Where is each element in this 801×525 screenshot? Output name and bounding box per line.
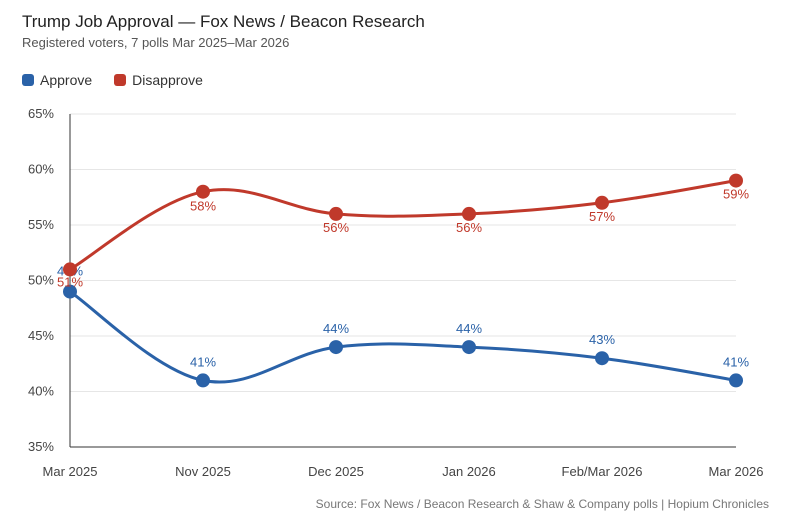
- x-tick-label: Mar 2025: [43, 464, 98, 479]
- legend-swatch-disapprove: [114, 74, 127, 86]
- data-point-approve[interactable]: [63, 284, 77, 299]
- data-point-approve[interactable]: [729, 373, 743, 388]
- data-point-disapprove[interactable]: [63, 262, 77, 277]
- data-point-disapprove[interactable]: [196, 184, 210, 199]
- data-label-disapprove: 56%: [323, 220, 349, 235]
- x-tick-label: Nov 2025: [175, 464, 231, 479]
- data-label-disapprove: 57%: [589, 209, 615, 224]
- data-point-approve[interactable]: [329, 340, 343, 355]
- data-label-approve: 43%: [589, 332, 615, 347]
- legend-swatch-approve: [22, 74, 34, 86]
- y-tick-label: 55%: [28, 217, 54, 232]
- chart-title: Trump Job Approval — Fox News / Beacon R…: [22, 12, 425, 31]
- data-label-disapprove: 56%: [456, 220, 482, 235]
- data-label-disapprove: 51%: [57, 274, 83, 289]
- data-label-approve: 44%: [323, 321, 349, 336]
- x-tick-label: Mar 2026: [709, 464, 764, 479]
- data-label-approve: 44%: [456, 321, 482, 336]
- data-point-approve[interactable]: [595, 351, 609, 366]
- y-tick-label: 35%: [28, 439, 54, 454]
- legend-label-approve: Approve: [40, 72, 93, 88]
- y-tick-label: 60%: [28, 162, 54, 177]
- legend-item-disapprove[interactable]: Disapprove: [114, 72, 203, 88]
- data-point-disapprove[interactable]: [462, 206, 476, 221]
- x-tick-label: Jan 2026: [442, 464, 496, 479]
- data-point-disapprove[interactable]: [329, 206, 343, 221]
- data-label-approve: 41%: [723, 354, 749, 369]
- x-tick-label: Dec 2025: [308, 464, 364, 479]
- data-point-approve[interactable]: [196, 373, 210, 388]
- y-tick-label: 40%: [28, 384, 54, 399]
- source-note: Source: Fox News / Beacon Research & Sha…: [315, 497, 769, 511]
- y-tick-label: 45%: [28, 328, 54, 343]
- data-label-disapprove: 58%: [190, 199, 216, 214]
- data-label-approve: 41%: [190, 354, 216, 369]
- data-point-disapprove[interactable]: [729, 173, 743, 188]
- data-label-disapprove: 59%: [723, 187, 749, 202]
- legend: Approve Disapprove: [22, 72, 203, 88]
- chart-subtitle: Registered voters, 7 polls Mar 2025–Mar …: [22, 35, 290, 50]
- series-line-approve: [69, 290, 737, 384]
- x-tick-label: Feb/Mar 2026: [562, 464, 643, 479]
- data-point-disapprove[interactable]: [595, 195, 609, 210]
- legend-label-disapprove: Disapprove: [132, 72, 203, 88]
- series-line-disapprove: [69, 179, 737, 271]
- y-tick-label: 50%: [28, 273, 54, 288]
- y-tick-label: 65%: [28, 106, 54, 121]
- data-point-approve[interactable]: [462, 340, 476, 355]
- legend-item-approve[interactable]: Approve: [22, 72, 92, 88]
